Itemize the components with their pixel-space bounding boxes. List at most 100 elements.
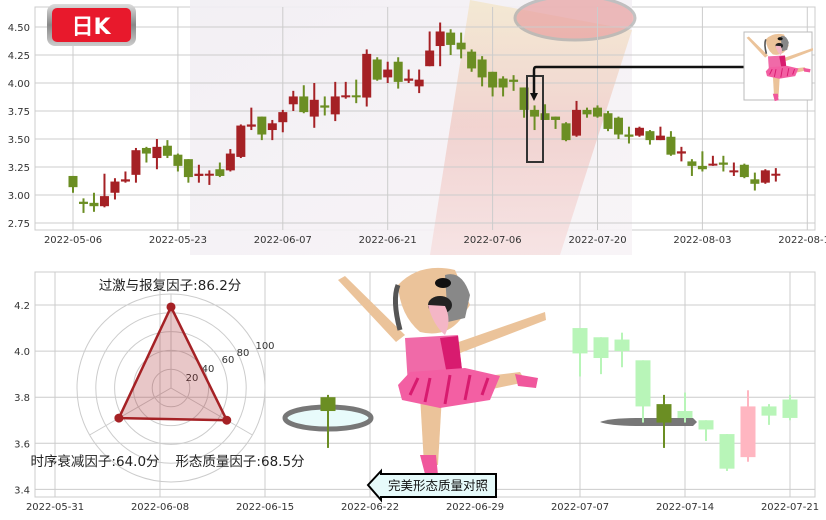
candlestick — [634, 126, 644, 137]
candlestick — [204, 170, 214, 185]
candlestick — [288, 90, 298, 111]
badge-label: 日K — [71, 15, 111, 40]
candle-body — [624, 134, 634, 137]
candlestick — [698, 420, 714, 441]
watermark-image — [190, 0, 637, 255]
radar-point — [166, 302, 176, 312]
candle-body — [729, 170, 739, 173]
dancing-dog-ballerina — [338, 267, 546, 478]
candle-body — [383, 69, 393, 78]
arrow-left-callout — [366, 468, 497, 503]
candlestick — [561, 122, 571, 142]
candlestick — [477, 56, 487, 87]
candlestick — [435, 22, 445, 67]
candlestick — [740, 390, 756, 462]
candle-body — [740, 406, 756, 458]
candlestick — [645, 130, 655, 145]
candlestick — [225, 149, 235, 172]
candlestick — [677, 392, 693, 423]
y-tick-label: 3.8 — [14, 393, 30, 404]
candlestick — [446, 29, 456, 55]
candle-body — [488, 71, 498, 88]
candlestick — [236, 124, 246, 159]
candle-body — [718, 162, 728, 165]
y-tick-label: 2.75 — [8, 219, 30, 230]
candle-body — [351, 95, 361, 98]
candle-body — [194, 173, 204, 176]
candle-body — [362, 53, 372, 98]
candle-body — [593, 337, 609, 359]
candlestick — [152, 139, 162, 170]
candle-body — [173, 154, 183, 166]
x-tick-label: 2022-07-06 — [464, 235, 522, 246]
candle-body — [78, 201, 88, 204]
x-tick-label: 2022-05-31 — [26, 502, 84, 513]
x-tick-label: 2022-07-14 — [656, 502, 714, 513]
y-tick-label: 3.6 — [14, 439, 30, 450]
ballerina-thumbnail — [743, 31, 814, 102]
candlestick — [68, 175, 78, 193]
candle-body — [120, 179, 130, 182]
candle-body — [572, 109, 582, 136]
candlestick — [540, 104, 550, 120]
candle-body — [183, 159, 193, 178]
candlestick — [183, 159, 193, 183]
candle-body — [613, 117, 623, 135]
y-tick-label: 4.00 — [8, 79, 30, 90]
candle-body — [456, 42, 466, 50]
candle-body — [582, 109, 592, 115]
candlestick — [614, 332, 630, 368]
y-tick-label: 4.25 — [8, 51, 30, 62]
radar-area — [116, 304, 229, 422]
x-tick-label: 2022-07-21 — [761, 502, 819, 513]
candle-body — [687, 161, 697, 166]
x-tick-label: 2022-06-08 — [131, 502, 189, 513]
candle-body — [593, 107, 602, 117]
candle-body — [603, 113, 613, 129]
radar-point — [222, 415, 232, 425]
candlestick — [613, 116, 623, 139]
candlestick — [362, 49, 372, 107]
candle-body — [467, 51, 477, 69]
radar-axis-label: 过激与报复因子:86.2分 — [99, 277, 242, 294]
annotation-label: 完美形态质量对照 — [388, 478, 488, 493]
candlestick — [162, 140, 172, 159]
candlestick — [488, 71, 498, 97]
x-tick-label: 2022-06-07 — [254, 235, 312, 246]
candlestick — [697, 151, 707, 172]
radar-spoke — [89, 387, 172, 436]
x-tick-label: 2022-05-06 — [44, 235, 102, 246]
candle-body — [141, 147, 151, 154]
candlestick — [320, 394, 336, 448]
candlestick — [676, 146, 686, 162]
candle-body — [509, 79, 519, 82]
candlestick — [330, 81, 340, 122]
comparison-bar — [600, 418, 697, 426]
candle-body — [551, 116, 561, 120]
candlestick — [771, 168, 781, 182]
candle-body — [131, 150, 141, 175]
candlestick — [719, 434, 735, 471]
candlestick — [551, 116, 561, 129]
candle-body — [215, 169, 225, 176]
candlestick — [341, 81, 351, 99]
candlestick — [624, 126, 634, 144]
x-tick-label: 2022-07-07 — [551, 502, 609, 513]
candlestick — [372, 57, 382, 81]
candlestick — [509, 75, 519, 91]
radar-ring-label: 40 — [202, 364, 215, 375]
candle-body — [676, 151, 686, 154]
radar-ring-label: 80 — [237, 348, 250, 359]
candle-body — [341, 95, 351, 98]
y-tick-label: 4.0 — [14, 347, 30, 358]
daily-k-badge: 日K — [47, 4, 136, 46]
kline-chart: 2.75 3.00 3.25 3.50 3.75 4.00 4.25 4.50 2022-05-… — [8, 0, 826, 255]
candlestick — [404, 69, 414, 83]
candle-body — [68, 175, 78, 188]
candlestick — [635, 360, 651, 423]
y-tick-label: 3.4 — [14, 485, 30, 496]
candlestick — [99, 173, 109, 208]
candle-body — [645, 131, 655, 141]
candlestick — [257, 116, 267, 141]
